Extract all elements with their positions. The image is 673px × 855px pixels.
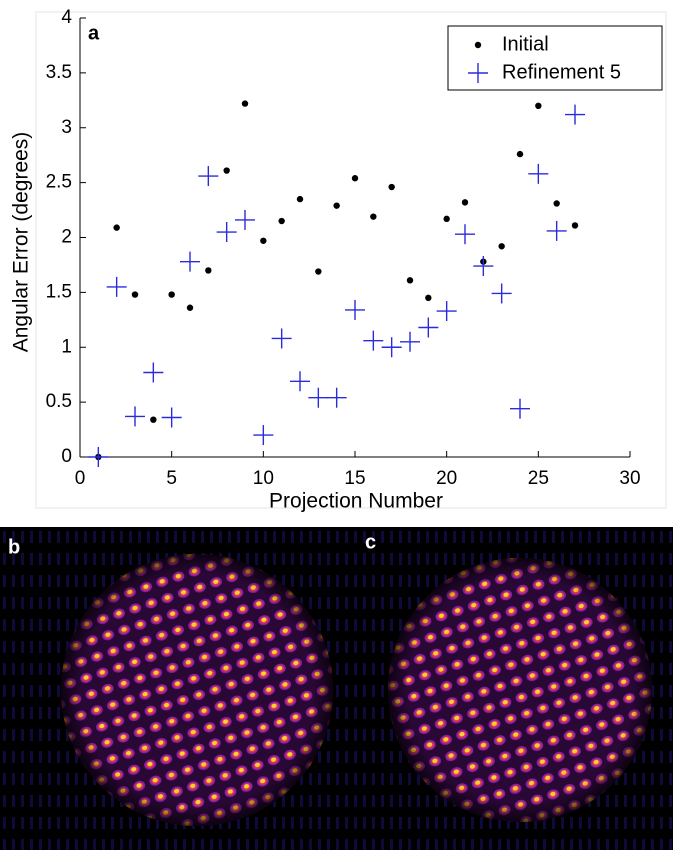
panel-label: a	[88, 22, 100, 44]
plus-marker	[253, 425, 274, 446]
y-tick-label: 3	[61, 117, 72, 138]
x-tick-label: 15	[344, 468, 365, 489]
legend	[447, 25, 663, 91]
dot-marker	[571, 222, 579, 229]
dot-marker	[461, 199, 469, 206]
dot-marker	[370, 213, 377, 220]
y-tick-label: 1.5	[46, 281, 72, 302]
panel-frame	[35, 11, 667, 509]
y-tick-label: 0	[61, 446, 72, 467]
plus-marker	[308, 387, 329, 408]
dot-marker	[498, 243, 505, 250]
plus-marker	[345, 299, 365, 320]
y-axis-label: Angular Error (degrees)	[10, 132, 33, 353]
y-tick-label: 1	[61, 336, 72, 357]
x-tick-label: 10	[253, 468, 274, 489]
dot-marker	[474, 41, 482, 49]
plus-marker	[271, 328, 292, 349]
x-tick-label: 25	[528, 468, 549, 489]
plus-marker	[180, 251, 200, 272]
plus-marker	[468, 63, 488, 83]
dot-marker	[260, 237, 267, 244]
panel-label: c	[365, 531, 376, 553]
y-tick-label: 2.5	[46, 172, 72, 193]
image-b	[0, 527, 337, 850]
panel-label: b	[8, 536, 20, 558]
dot-marker	[241, 100, 249, 107]
y-tick-label: 3.5	[46, 62, 72, 83]
image-c	[337, 527, 673, 850]
dot-marker	[205, 267, 212, 274]
dot-marker	[553, 200, 560, 207]
plus-marker	[198, 166, 219, 187]
plus-marker	[491, 283, 512, 304]
plus-marker	[125, 406, 145, 427]
dot-marker	[351, 175, 359, 182]
x-tick-label: 0	[75, 468, 86, 489]
dot-marker	[388, 183, 395, 191]
x-tick-label: 30	[619, 468, 640, 489]
plus-marker	[400, 331, 420, 352]
plus-marker	[161, 407, 182, 428]
plus-marker	[88, 447, 109, 467]
dot-marker	[186, 304, 194, 311]
x-tick-label: 5	[166, 468, 177, 489]
legend-label: Initial	[502, 33, 549, 55]
plus-marker	[455, 224, 475, 245]
plus-marker	[510, 398, 530, 419]
plus-marker	[565, 104, 585, 125]
plus-marker	[436, 301, 457, 322]
dot-marker	[443, 215, 450, 223]
plus-marker	[106, 276, 127, 297]
dot-marker	[131, 291, 139, 298]
plus-marker	[418, 317, 439, 338]
plus-marker	[363, 330, 384, 351]
plus-marker	[473, 256, 494, 277]
plus-marker	[326, 387, 347, 408]
plus-marker	[290, 371, 310, 392]
dot-marker	[535, 102, 542, 110]
plus-marker	[235, 209, 255, 230]
plus-marker	[528, 163, 549, 184]
dot-marker	[315, 268, 322, 275]
plus-marker	[216, 222, 237, 243]
y-tick-label: 0.5	[46, 391, 72, 412]
dot-marker	[296, 195, 304, 203]
dot-marker	[278, 217, 285, 225]
plus-marker	[381, 337, 402, 358]
dot-marker	[406, 277, 414, 284]
dot-marker	[516, 150, 524, 158]
dot-marker	[168, 291, 175, 298]
y-tick-label: 2	[61, 227, 72, 248]
dot-marker	[333, 202, 340, 209]
plus-marker	[143, 362, 164, 383]
legend-label: Refinement 5	[502, 61, 621, 83]
y-tick-label: 4	[61, 7, 72, 28]
x-axis-label: Projection Number	[269, 490, 443, 513]
plus-marker	[546, 220, 567, 241]
dot-marker	[150, 416, 157, 423]
dot-marker	[223, 167, 230, 174]
dot-marker	[425, 294, 432, 302]
x-tick-label: 20	[436, 468, 457, 489]
dot-marker	[113, 224, 120, 231]
